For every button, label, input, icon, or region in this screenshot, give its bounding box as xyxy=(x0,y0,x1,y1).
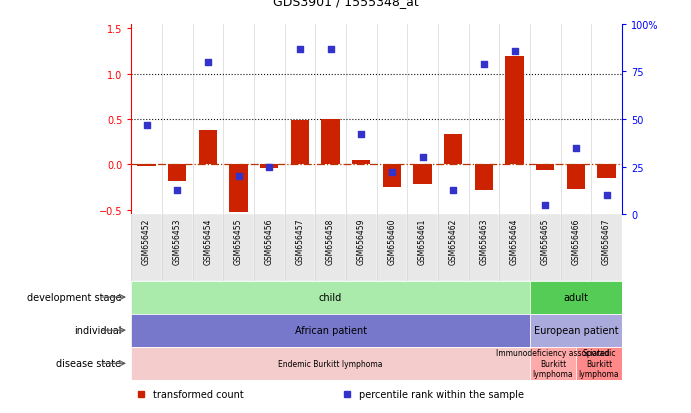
Text: African patient: African patient xyxy=(294,325,367,335)
Point xyxy=(417,154,428,161)
Point xyxy=(264,164,275,171)
Bar xyxy=(291,121,309,165)
Text: GSM656453: GSM656453 xyxy=(173,218,182,264)
Text: GDS3901 / 1555348_at: GDS3901 / 1555348_at xyxy=(273,0,418,8)
Bar xyxy=(567,165,585,190)
Text: GSM656462: GSM656462 xyxy=(448,218,457,264)
Bar xyxy=(377,215,407,281)
Bar xyxy=(383,165,401,188)
Point xyxy=(172,187,183,193)
Text: development stage: development stage xyxy=(27,292,122,302)
Bar xyxy=(168,165,187,181)
Point xyxy=(325,46,336,53)
Bar xyxy=(321,120,340,165)
Point xyxy=(448,187,459,193)
Text: GSM656461: GSM656461 xyxy=(418,218,427,264)
Bar xyxy=(260,165,278,169)
Text: GSM656466: GSM656466 xyxy=(571,218,580,264)
Bar xyxy=(591,215,622,281)
Bar xyxy=(530,314,622,347)
Text: GSM656464: GSM656464 xyxy=(510,218,519,264)
Bar xyxy=(530,281,622,314)
Point xyxy=(356,132,367,138)
Text: individual: individual xyxy=(74,325,122,335)
Text: adult: adult xyxy=(563,292,589,302)
Point xyxy=(540,202,551,209)
Bar xyxy=(315,215,346,281)
Text: European patient: European patient xyxy=(533,325,618,335)
Point xyxy=(141,122,152,129)
Text: GSM656458: GSM656458 xyxy=(326,218,335,264)
Bar xyxy=(576,347,622,380)
Bar xyxy=(131,314,530,347)
Bar xyxy=(193,215,223,281)
Bar xyxy=(352,161,370,165)
Bar xyxy=(438,215,468,281)
Bar xyxy=(407,215,438,281)
Bar xyxy=(199,131,217,165)
Bar xyxy=(131,281,530,314)
Bar xyxy=(346,215,377,281)
Point xyxy=(478,62,489,68)
Text: GSM656457: GSM656457 xyxy=(296,218,305,264)
Text: transformed count: transformed count xyxy=(153,389,244,399)
Text: GSM656454: GSM656454 xyxy=(203,218,212,264)
Text: percentile rank within the sample: percentile rank within the sample xyxy=(359,389,524,399)
Bar xyxy=(499,215,530,281)
Text: GSM656460: GSM656460 xyxy=(388,218,397,264)
Bar xyxy=(536,165,554,171)
Bar xyxy=(131,215,162,281)
Text: disease state: disease state xyxy=(57,358,122,368)
Text: child: child xyxy=(319,292,342,302)
Bar xyxy=(530,347,576,380)
Bar xyxy=(229,165,248,212)
Bar xyxy=(444,135,462,165)
Point xyxy=(601,192,612,199)
Bar xyxy=(597,165,616,178)
Text: GSM656467: GSM656467 xyxy=(602,218,611,264)
Point xyxy=(233,173,244,180)
Bar xyxy=(475,165,493,190)
Point xyxy=(509,48,520,55)
Bar xyxy=(505,57,524,165)
Bar xyxy=(560,215,591,281)
Bar xyxy=(162,215,193,281)
Point xyxy=(570,145,581,152)
Bar xyxy=(223,215,254,281)
Text: Sporadic
Burkitt
lymphoma: Sporadic Burkitt lymphoma xyxy=(578,349,619,378)
Point xyxy=(202,59,214,66)
Text: GSM656459: GSM656459 xyxy=(357,218,366,264)
Bar xyxy=(413,165,432,185)
Text: GSM656455: GSM656455 xyxy=(234,218,243,264)
Bar xyxy=(468,215,499,281)
Text: GSM656456: GSM656456 xyxy=(265,218,274,264)
Text: Immunodeficiency associated
Burkitt
lymphoma: Immunodeficiency associated Burkitt lymp… xyxy=(496,349,610,378)
Bar xyxy=(254,215,285,281)
Text: GSM656465: GSM656465 xyxy=(541,218,550,264)
Point xyxy=(386,170,397,176)
Bar xyxy=(131,347,530,380)
Point xyxy=(294,46,305,53)
Text: GSM656463: GSM656463 xyxy=(480,218,489,264)
Bar xyxy=(138,165,155,167)
Text: GSM656452: GSM656452 xyxy=(142,218,151,264)
Bar xyxy=(285,215,315,281)
Text: Endemic Burkitt lymphoma: Endemic Burkitt lymphoma xyxy=(278,359,383,368)
Bar xyxy=(530,215,560,281)
